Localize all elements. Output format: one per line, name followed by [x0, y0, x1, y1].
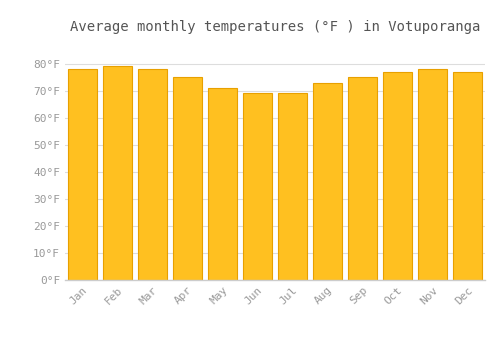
Bar [452, 72, 482, 280]
Bar [242, 93, 272, 280]
Bar [172, 77, 203, 280]
Bar [312, 83, 342, 280]
Bar [382, 72, 412, 280]
Bar [68, 69, 98, 280]
Bar [348, 77, 378, 280]
Bar [102, 66, 132, 280]
Bar [138, 69, 168, 280]
Bar [278, 93, 308, 280]
Title: Average monthly temperatures (°F ) in Votuporanga: Average monthly temperatures (°F ) in Vo… [70, 20, 480, 34]
Bar [208, 88, 238, 280]
Bar [418, 69, 448, 280]
